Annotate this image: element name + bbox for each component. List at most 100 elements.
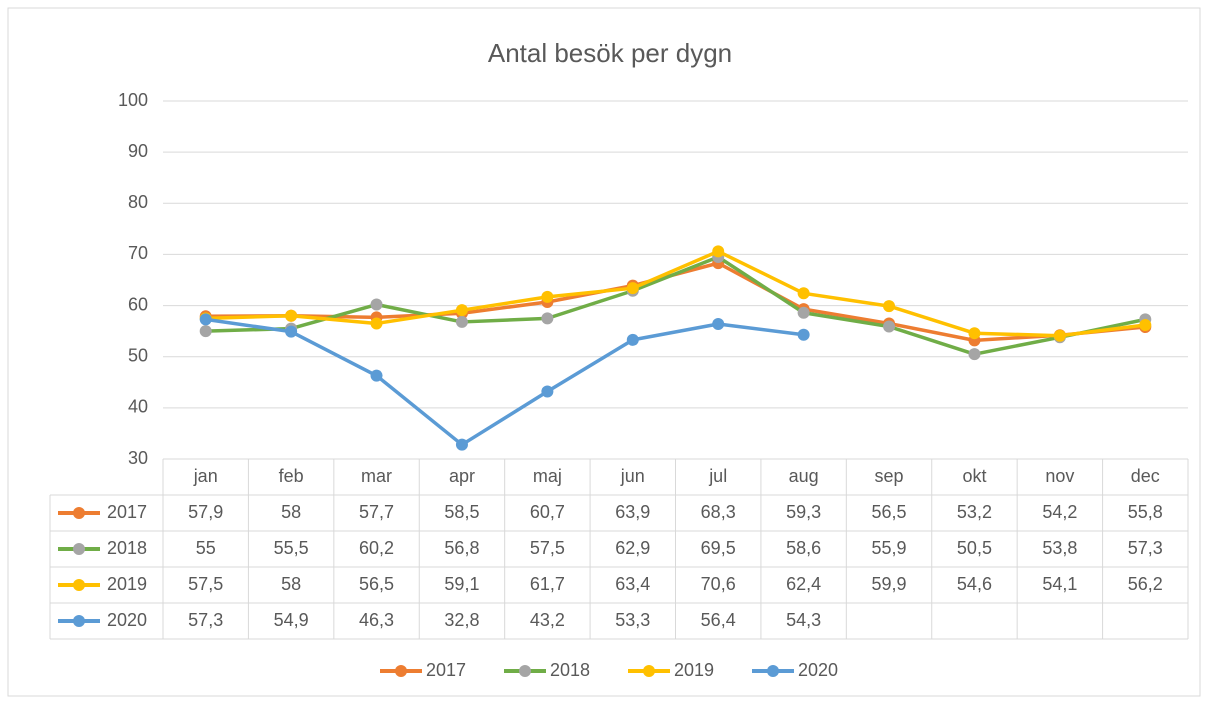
table-cell: 58 <box>281 502 301 522</box>
series-line <box>205 249 1146 338</box>
y-tick-label: 100 <box>118 90 148 110</box>
table-cell: 54,6 <box>957 574 992 594</box>
table-cell: 70,6 <box>701 574 736 594</box>
legend-marker <box>519 665 531 677</box>
table-cell: 62,9 <box>615 538 650 558</box>
y-tick-label: 40 <box>128 397 148 417</box>
table-cell: 60,7 <box>530 502 565 522</box>
legend-marker <box>643 665 655 677</box>
table-cell: 63,4 <box>615 574 650 594</box>
table-legend-label: 2017 <box>107 502 147 522</box>
table-cell: 54,1 <box>1042 574 1077 594</box>
series-marker <box>285 309 298 322</box>
y-tick-label: 60 <box>128 294 148 314</box>
x-tick-label: jul <box>708 466 727 486</box>
y-tick-label: 90 <box>128 141 148 161</box>
table-cell: 43,2 <box>530 610 565 630</box>
series-marker <box>370 298 383 311</box>
x-tick-label: mar <box>361 466 392 486</box>
table-legend-marker <box>73 543 85 555</box>
chart-title: Antal besök per dygn <box>488 38 732 68</box>
table-cell: 57,5 <box>188 574 223 594</box>
table-cell: 60,2 <box>359 538 394 558</box>
table-cell: 53,2 <box>957 502 992 522</box>
table-cell: 62,4 <box>786 574 821 594</box>
series-marker <box>455 315 468 328</box>
series-marker <box>455 304 468 317</box>
table-legend-label: 2018 <box>107 538 147 558</box>
table-cell: 56,5 <box>872 502 907 522</box>
series-marker <box>1139 319 1152 332</box>
table-legend-marker <box>73 579 85 591</box>
x-tick-label: okt <box>962 466 986 486</box>
table-cell: 59,1 <box>444 574 479 594</box>
table-cell: 58,6 <box>786 538 821 558</box>
x-tick-label: dec <box>1131 466 1160 486</box>
y-tick-label: 30 <box>128 448 148 468</box>
series-marker <box>1053 329 1066 342</box>
x-tick-label: sep <box>875 466 904 486</box>
x-tick-label: feb <box>279 466 304 486</box>
table-cell: 50,5 <box>957 538 992 558</box>
series-marker <box>883 300 896 313</box>
series-marker <box>370 317 383 330</box>
series-marker <box>199 313 212 326</box>
x-tick-label: jun <box>620 466 645 486</box>
table-cell: 55,9 <box>872 538 907 558</box>
table-cell: 53,8 <box>1042 538 1077 558</box>
table-cell: 63,9 <box>615 502 650 522</box>
table-cell: 54,2 <box>1042 502 1077 522</box>
series-marker <box>541 385 554 398</box>
series-marker <box>797 328 810 341</box>
table-legend-marker <box>73 615 85 627</box>
series-marker <box>968 348 981 361</box>
series-line <box>205 317 804 447</box>
table-cell: 57,5 <box>530 538 565 558</box>
series-marker <box>199 325 212 338</box>
legend-marker <box>395 665 407 677</box>
table-cell: 55 <box>196 538 216 558</box>
series-marker <box>285 325 298 338</box>
table-cell: 68,3 <box>701 502 736 522</box>
table-cell: 56,2 <box>1128 574 1163 594</box>
table-legend-marker <box>73 507 85 519</box>
series-marker <box>968 327 981 340</box>
table-cell: 59,9 <box>872 574 907 594</box>
table-cell: 59,3 <box>786 502 821 522</box>
series-marker <box>541 290 554 303</box>
series-marker <box>455 438 468 451</box>
table-cell: 61,7 <box>530 574 565 594</box>
table-cell: 56,8 <box>444 538 479 558</box>
table-cell: 54,9 <box>274 610 309 630</box>
table-legend-label: 2020 <box>107 610 147 630</box>
y-tick-label: 80 <box>128 192 148 212</box>
legend-label: 2017 <box>426 660 466 680</box>
series-marker <box>797 287 810 300</box>
table-cell: 54,3 <box>786 610 821 630</box>
x-tick-label: apr <box>449 466 475 486</box>
table-cell: 53,3 <box>615 610 650 630</box>
x-tick-label: maj <box>533 466 562 486</box>
series-marker <box>712 317 725 330</box>
x-tick-label: nov <box>1045 466 1074 486</box>
table-cell: 56,5 <box>359 574 394 594</box>
series-marker <box>626 282 639 295</box>
chart-frame <box>7 7 1201 697</box>
table-cell: 57,7 <box>359 502 394 522</box>
legend-marker <box>767 665 779 677</box>
series-marker <box>541 312 554 325</box>
table-cell: 32,8 <box>444 610 479 630</box>
series-line <box>205 255 1146 356</box>
series-marker <box>797 306 810 319</box>
table-cell: 57,3 <box>188 610 223 630</box>
series-marker <box>370 369 383 382</box>
y-tick-label: 50 <box>128 345 148 365</box>
x-tick-label: jan <box>193 466 218 486</box>
legend-label: 2018 <box>550 660 590 680</box>
legend-label: 2019 <box>674 660 714 680</box>
table-cell: 57,9 <box>188 502 223 522</box>
table-legend-label: 2019 <box>107 574 147 594</box>
series-marker <box>712 245 725 258</box>
table-cell: 69,5 <box>701 538 736 558</box>
